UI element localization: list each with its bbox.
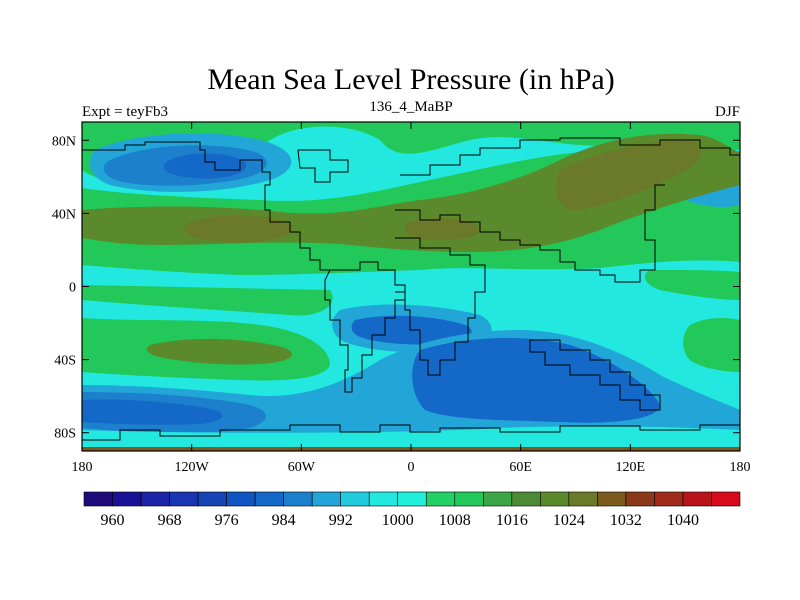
region-north-low-core <box>163 153 247 179</box>
colorbar-swatch <box>140 491 170 507</box>
colorbar-label: 968 <box>158 512 182 529</box>
colorbar-swatch <box>625 491 655 507</box>
x-axis: 180 120W 60W 0 60E 120E 180 <box>72 122 751 475</box>
x-tick-label: 60E <box>509 460 532 475</box>
colorbar-swatch <box>83 491 113 507</box>
colorbar-swatch <box>197 491 227 507</box>
region-south-high-core <box>146 338 292 365</box>
x-tick-label: 120W <box>175 460 210 475</box>
colorbar-swatch <box>654 491 684 507</box>
coastline-north-america <box>82 141 330 271</box>
colorbar-swatch <box>425 491 456 507</box>
coastline-africa <box>395 237 486 376</box>
colorbar-swatch <box>311 491 341 507</box>
colorbar-label: 1024 <box>553 512 585 529</box>
x-tick-label: 0 <box>408 460 415 475</box>
colorbar <box>83 491 741 507</box>
colorbar-label: 976 <box>215 512 239 529</box>
colorbar-swatch <box>540 491 570 507</box>
colorbar-swatch <box>169 491 199 507</box>
coastline-greenland <box>297 149 349 183</box>
colorbar-label: 984 <box>272 512 296 529</box>
x-tick-label: 180 <box>72 460 93 475</box>
x-tick-label: 180 <box>730 460 751 475</box>
colorbar-label: 1032 <box>610 512 642 529</box>
colorbar-swatch <box>112 491 142 507</box>
colorbar-swatch <box>597 491 627 507</box>
coastline-antarctica <box>82 424 740 441</box>
y-tick-label: 0 <box>69 281 76 296</box>
region-equator-north-green <box>82 285 333 316</box>
colorbar-labels: 960 968 976 984 992 1000 1008 1016 1024 1032 1040 <box>101 512 699 529</box>
y-tick-label: 40S <box>54 354 76 369</box>
colorbar-swatch <box>711 491 741 507</box>
colorbar-label: 1016 <box>496 512 528 529</box>
colorbar-swatch <box>511 491 541 507</box>
y-tick-label: 40N <box>52 207 76 222</box>
colorbar-swatch <box>340 491 370 507</box>
region-equator-east <box>644 270 740 300</box>
region-south-high-east <box>683 317 740 372</box>
colorbar-label: 1040 <box>667 512 699 529</box>
coastline-eurasia <box>400 137 740 176</box>
pressure-field <box>82 122 740 451</box>
region-southwest-low-core <box>82 399 223 425</box>
x-tick-label: 120E <box>616 460 646 475</box>
x-tick-label: 60W <box>288 460 316 475</box>
region-subtropical-high-core <box>184 215 294 243</box>
colorbar-label: 1000 <box>382 512 414 529</box>
colorbar-swatch <box>454 491 484 507</box>
coastline-south-america <box>324 261 406 393</box>
colorbar-swatch <box>283 491 313 507</box>
colorbar-swatch <box>682 491 712 507</box>
coastlines <box>82 137 740 441</box>
center-label: 136_4_MaBP <box>369 99 452 115</box>
colorbar-swatch <box>368 491 399 507</box>
region-south-polar <box>82 426 740 451</box>
colorbar-label: 960 <box>101 512 125 529</box>
colorbar-swatch <box>397 491 427 507</box>
colorbar-swatch <box>568 491 598 507</box>
region-southern-ocean-core <box>412 338 660 423</box>
y-tick-label: 80S <box>54 427 76 442</box>
region-asian-high <box>556 140 702 211</box>
colorbar-label: 1008 <box>439 512 471 529</box>
colorbar-label: 992 <box>329 512 353 529</box>
coastline-southeast-asia <box>529 339 661 411</box>
coastline-europe-south <box>395 184 665 283</box>
colorbar-swatch <box>483 491 513 507</box>
y-tick-label: 80N <box>52 134 76 149</box>
season-label: DJF <box>715 104 740 120</box>
colorbar-swatch <box>226 491 256 507</box>
colorbar-swatch <box>254 491 284 507</box>
experiment-label: Expt = teyFb3 <box>82 104 168 120</box>
chart-title: Mean Sea Level Pressure (in hPa) <box>207 63 614 96</box>
region-high-center <box>405 218 481 240</box>
y-axis: 80N 40N 0 40S 80S <box>52 134 740 442</box>
